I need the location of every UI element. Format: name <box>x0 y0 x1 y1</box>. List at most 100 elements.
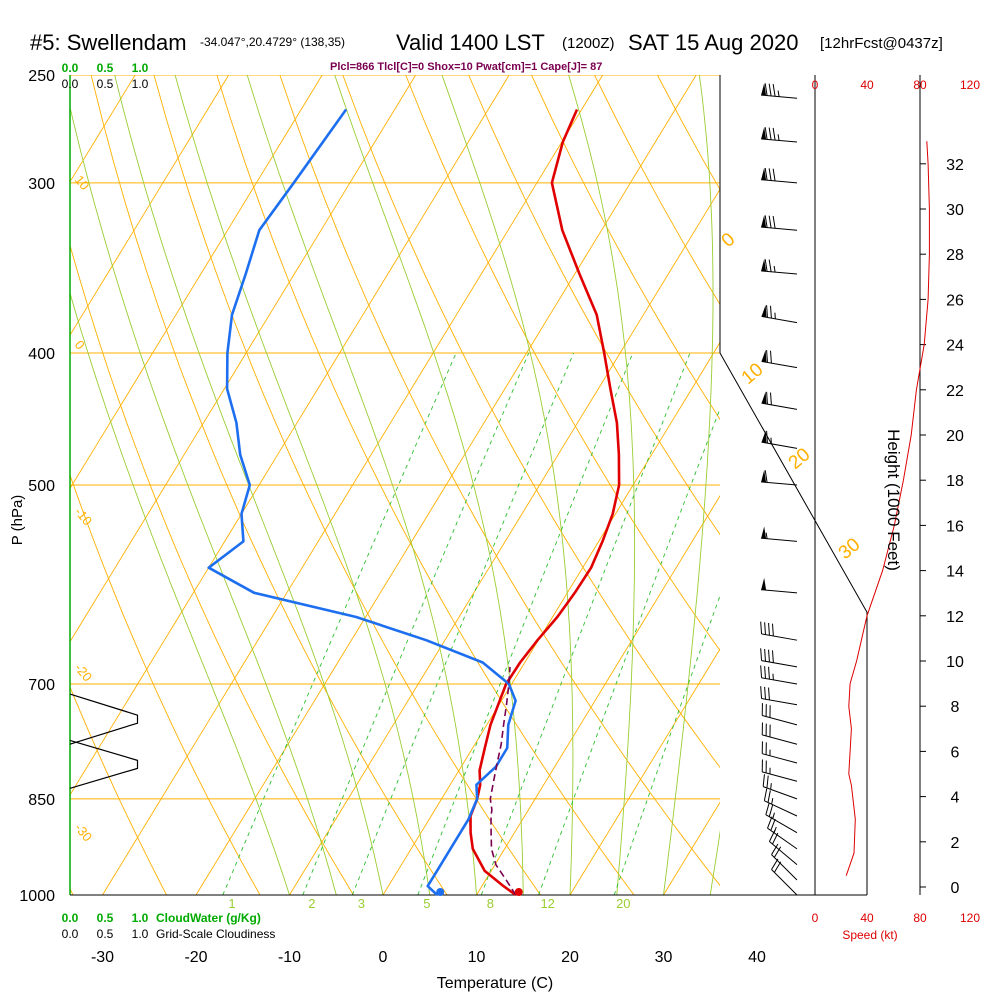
wind-barb <box>761 526 797 541</box>
wind-barb-staff <box>772 855 798 880</box>
dry-adiabat-line <box>280 75 751 924</box>
wind-barb-staff <box>761 482 797 485</box>
isotherm-line <box>851 75 1000 895</box>
temperature-tick-label: 30 <box>655 949 673 966</box>
height-tick-label: 16 <box>946 518 964 535</box>
pressure-tick-label: 500 <box>28 478 55 495</box>
mixing-ratio-label: 2 <box>308 896 315 911</box>
wind-barb-flag <box>762 305 767 317</box>
wind-barb-flag <box>762 392 767 404</box>
wind-barb-staff <box>762 754 797 763</box>
wind-barb-staff <box>762 403 798 409</box>
wind-barb-staff <box>763 787 797 799</box>
speed-tick-label-bottom: 40 <box>860 911 874 925</box>
cloudiness-label: Grid-Scale Cloudiness <box>156 927 275 941</box>
mixing-ratio-line <box>481 353 690 895</box>
wind-barb-staff <box>762 634 798 640</box>
cloud-water-tick-bottom: 0.5 <box>97 911 114 925</box>
wind-barb-full <box>773 128 775 140</box>
wind-barb <box>769 830 797 864</box>
wind-barb <box>761 686 797 705</box>
valid-date: SAT 15 Aug 2020 <box>628 30 798 55</box>
cloud-water-label: CloudWater (g/Kg) <box>156 911 261 925</box>
speed-tick-label-bottom: 0 <box>812 911 819 925</box>
wind-barb-full <box>771 393 772 405</box>
wind-barb-staff <box>762 699 798 705</box>
adiabat-label-right: 10 <box>738 359 768 389</box>
wind-barb-half <box>773 813 775 819</box>
cloudiness-tick-bottom: 0.5 <box>97 927 114 941</box>
height-tick-label: 0 <box>951 880 960 897</box>
dry-adiabat-line <box>217 75 656 924</box>
wind-barb <box>761 578 797 593</box>
cloudiness-tick-bottom: 1.0 <box>132 927 149 941</box>
wind-barb-staff <box>762 316 798 322</box>
wind-barb-full <box>765 666 766 678</box>
mixing-ratio-line <box>418 353 633 895</box>
wind-barb-full <box>769 84 771 96</box>
height-tick-label: 22 <box>946 383 964 400</box>
temperature-tick-label: 40 <box>748 949 766 966</box>
wind-barb-full <box>767 776 768 788</box>
adiabat-label-left: 10 <box>72 172 93 193</box>
wind-barb-staff <box>762 716 797 725</box>
wind-barb-full <box>761 686 762 698</box>
height-tick-label: 32 <box>946 157 964 174</box>
cloud-water-tick-bottom: 0.0 <box>62 911 79 925</box>
height-tick-label: 14 <box>946 564 964 581</box>
wind-barb-full <box>764 789 766 801</box>
wind-barb-full <box>767 350 768 362</box>
chart-title: #5: Swellendam <box>30 30 187 55</box>
series-line-dewpoint <box>209 110 516 896</box>
wind-barb-staff <box>762 735 797 744</box>
mixing-ratio-label: 8 <box>487 896 494 911</box>
wind-barb-full <box>771 351 772 363</box>
mixing-ratio-label: 3 <box>358 896 365 911</box>
wind-barb-full <box>767 392 768 404</box>
wind-barb-flag <box>761 526 766 538</box>
cloudiness-tick-bottom: 0.0 <box>62 927 79 941</box>
wind-barb-full <box>765 687 766 699</box>
temperature-tick-label: 0 <box>379 949 388 966</box>
x-axis-title: Temperature (C) <box>437 975 553 992</box>
mixing-ratio-label: 12 <box>540 896 554 911</box>
temperature-tick-label: 20 <box>561 949 579 966</box>
pressure-tick-label: 700 <box>28 677 55 694</box>
height-tick-label: 20 <box>946 428 964 445</box>
wind-barb-full <box>772 650 773 662</box>
cloud-water-tick-top: 0.0 <box>62 61 79 75</box>
height-tick-label: 24 <box>946 338 964 355</box>
wind-barb-staff <box>772 870 798 896</box>
wind-barb-full <box>769 623 770 635</box>
pressure-tick-label: 1000 <box>19 888 55 905</box>
forecast-tag: [12hrFcst@0437z] <box>820 35 943 52</box>
mixing-ratio-label: 5 <box>423 896 430 911</box>
wind-barb <box>761 470 797 485</box>
mixing-ratio-label: 1 <box>228 896 235 911</box>
surface-dewpoint-dot <box>436 888 444 896</box>
dry-adiabat-line <box>154 75 561 924</box>
wind-barb <box>762 305 798 323</box>
wind-barb-staff <box>761 180 797 183</box>
series-line-temperature <box>471 110 620 896</box>
adiabat-label-left: -10 <box>72 504 96 528</box>
wind-barb-staff <box>761 538 797 541</box>
dry-adiabat-line <box>595 75 1000 924</box>
height-tick-label: 26 <box>946 292 964 309</box>
wind-barb <box>762 392 798 410</box>
wind-barb-full <box>766 803 769 815</box>
height-tick-label: 30 <box>946 202 964 219</box>
valid-zulu: (1200Z) <box>562 35 615 52</box>
wind-barb-staff <box>762 361 798 367</box>
wind-barb-full <box>765 622 766 634</box>
speed-tick-label-top: 80 <box>913 78 927 92</box>
temperature-tick-label: -20 <box>184 949 207 966</box>
wind-barb <box>761 665 797 684</box>
wind-barb-staff <box>761 271 797 274</box>
wind-barb <box>761 648 797 667</box>
cloud-water-tick-bottom: 1.0 <box>132 911 149 925</box>
valid-time: Valid 1400 LST <box>396 30 545 55</box>
